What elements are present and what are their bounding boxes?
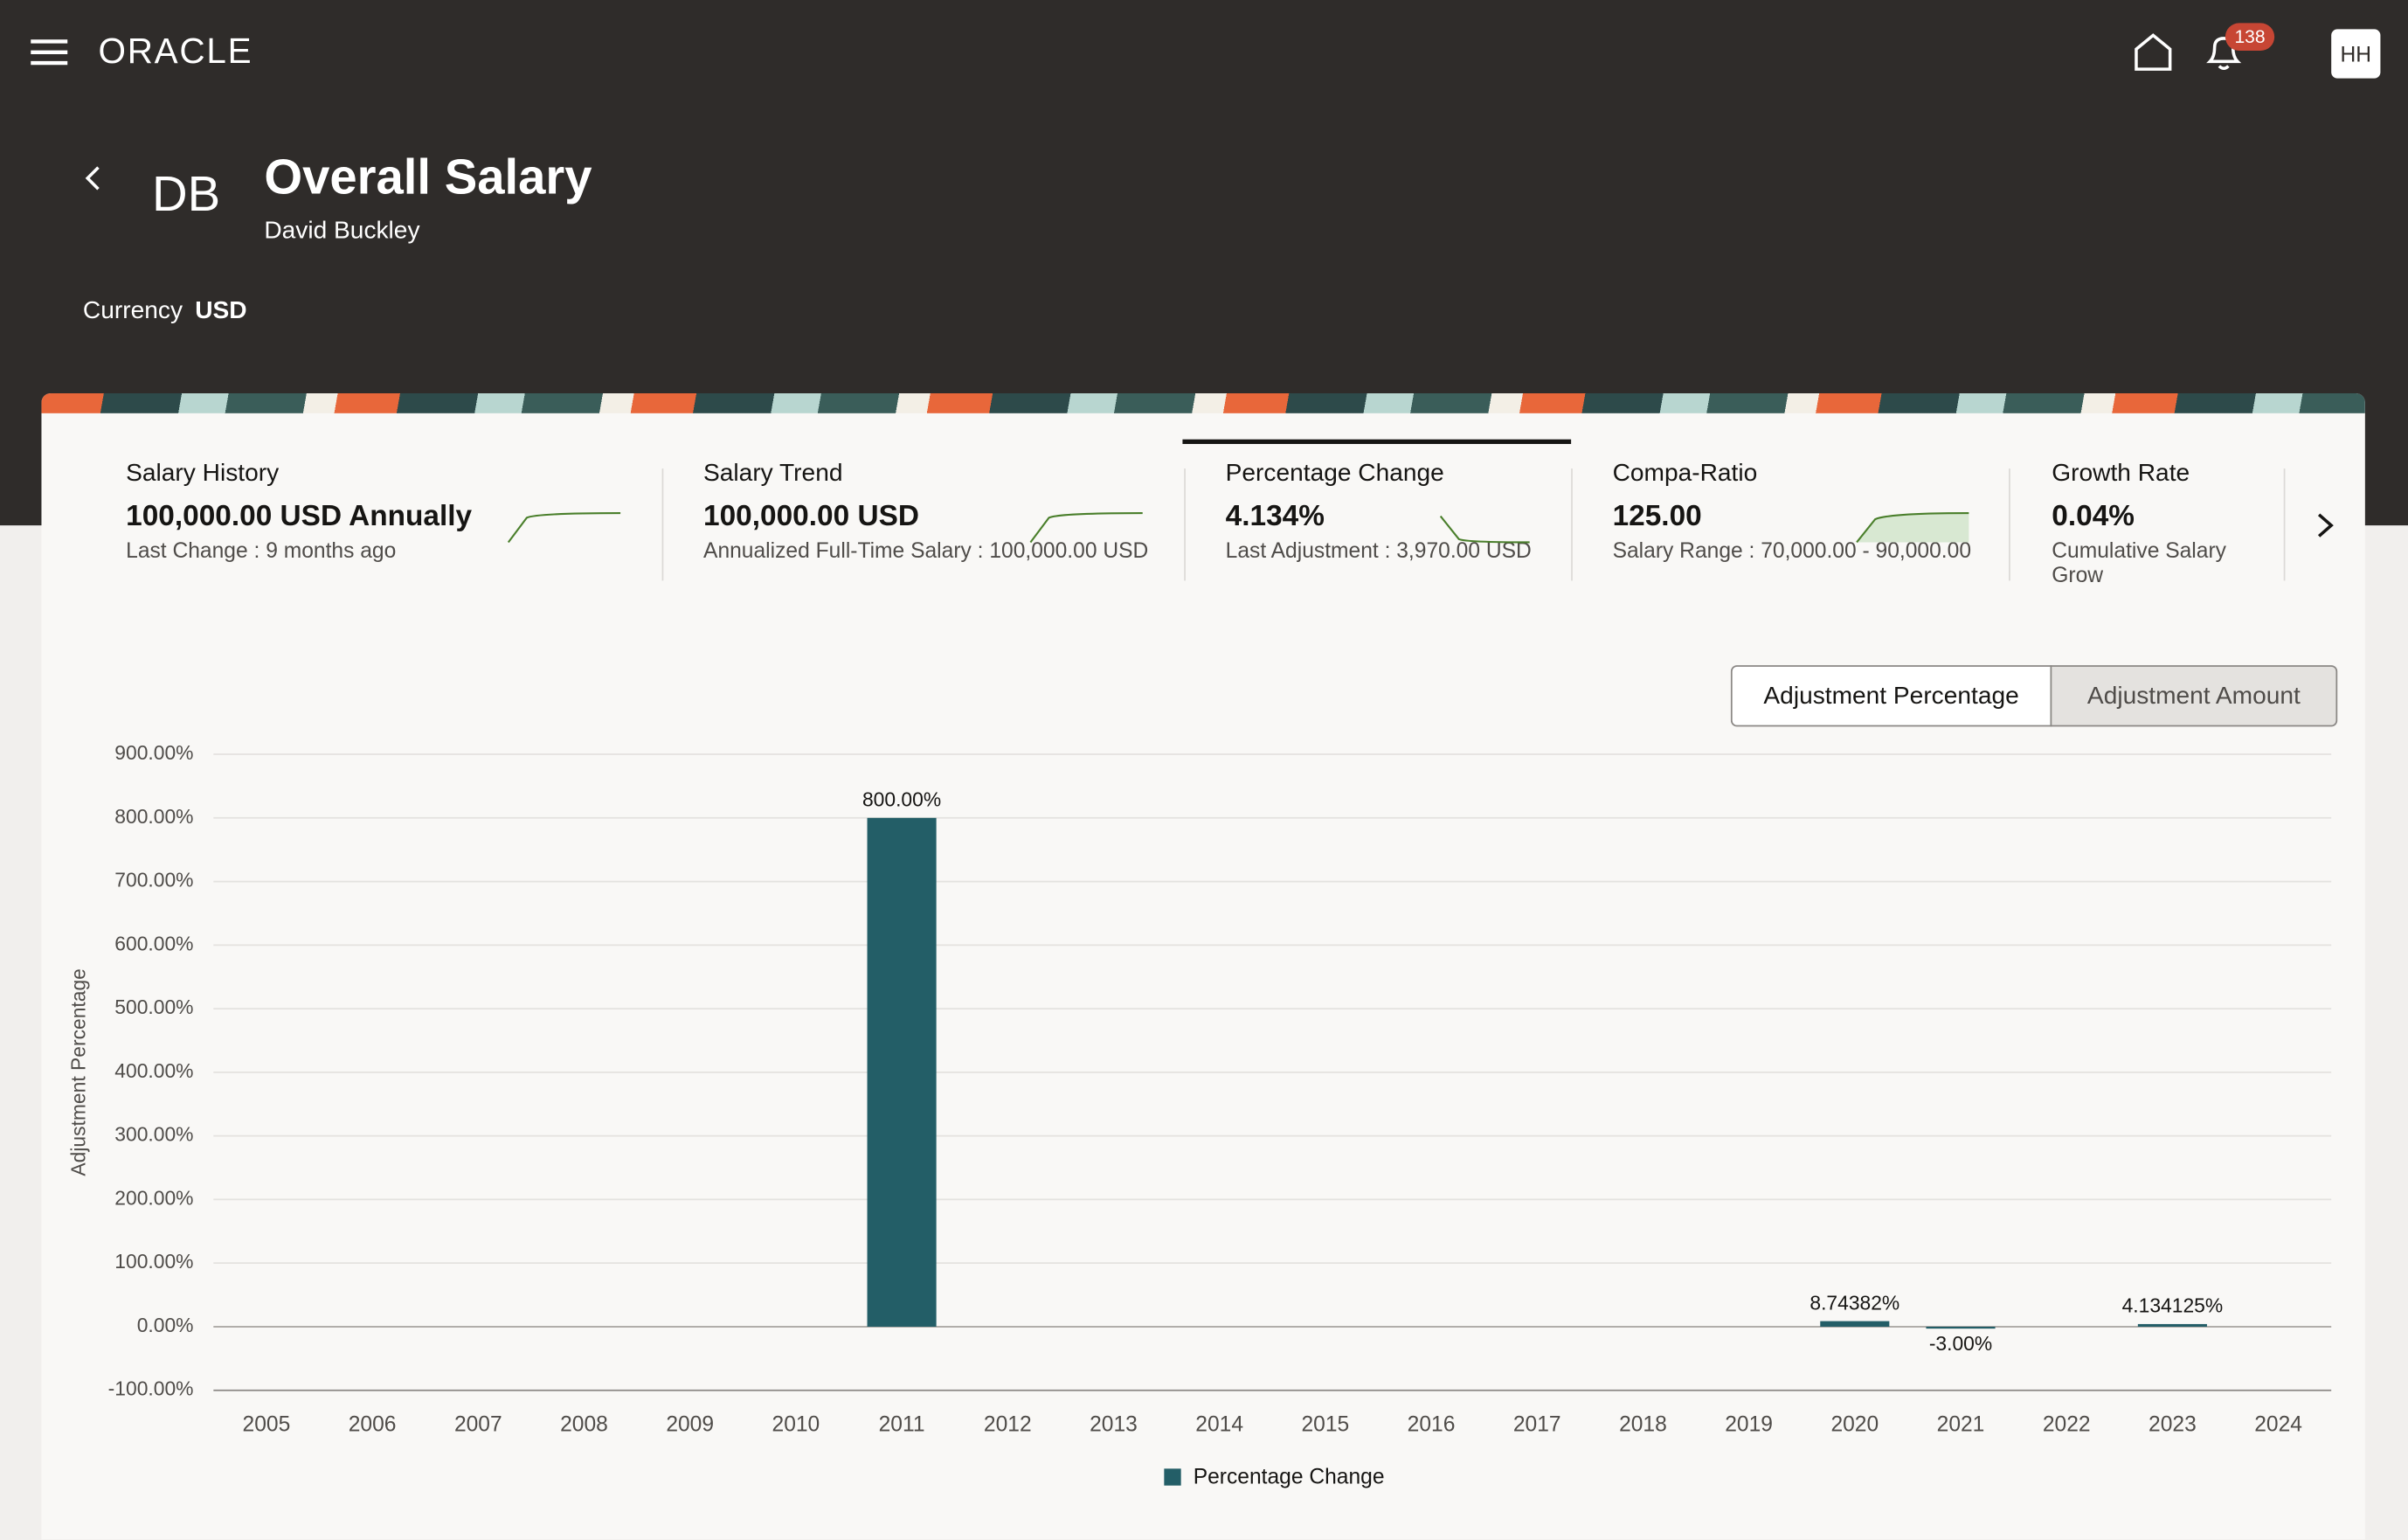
x-tick-label: 2023: [2149, 1413, 2197, 1437]
bell-icon[interactable]: [2205, 32, 2242, 73]
tab[interactable]: Compa-Ratio 125.00 Salary Range : 70,000.0…: [1613, 461, 1971, 562]
x-tick-label: 2013: [1090, 1413, 1138, 1437]
toggle-button[interactable]: Adjustment Percentage: [1730, 665, 2052, 727]
tab-title: Growth Rate: [2052, 461, 2190, 488]
separator: [661, 468, 664, 581]
x-tick-label: 2024: [2254, 1413, 2302, 1437]
value-label: 4.134125%: [2122, 1294, 2224, 1317]
value-label: -3.00%: [1929, 1332, 1992, 1355]
x-tick-label: 2016: [1408, 1413, 1456, 1437]
value-label: 800.00%: [862, 787, 941, 810]
x-tick-label: 2014: [1195, 1413, 1243, 1437]
x-tick-label: 2006: [349, 1413, 397, 1437]
x-tick-label: 2020: [1830, 1413, 1879, 1437]
tab-subtitle: Last Change : 9 months ago: [126, 538, 397, 563]
currency-value: USD: [195, 297, 247, 324]
y-tick-label: 800.00%: [114, 805, 193, 828]
initials: DB: [152, 165, 221, 222]
back-icon[interactable]: [83, 164, 105, 192]
page-title: Overall Salary: [264, 149, 592, 205]
tab-subtitle: Cumulative Salary Grow: [2052, 538, 2226, 587]
y-tick-label: 300.00%: [114, 1123, 193, 1146]
banner: [41, 392, 2365, 413]
separator: [1571, 468, 1573, 581]
selected-indicator: [1182, 439, 1572, 444]
tab-title: Percentage Change: [1225, 461, 1444, 488]
tab-value: 125.00: [1612, 501, 1702, 533]
x-tick-label: 2009: [666, 1413, 714, 1437]
x-tick-label: 2017: [1513, 1413, 1561, 1437]
home-icon[interactable]: [2133, 32, 2173, 73]
y-tick-label: 700.00%: [114, 869, 193, 891]
bar: [867, 817, 937, 1327]
tab[interactable]: Salary History 100,000.00 USD Annually Las…: [126, 461, 472, 562]
legend-swatch: [1164, 1468, 1181, 1486]
tab-value: 4.134%: [1225, 501, 1325, 533]
bar: [1820, 1321, 1890, 1327]
x-tick-label: 2007: [454, 1413, 502, 1437]
x-tick-label: 2022: [2043, 1413, 2091, 1437]
tab[interactable]: Growth Rate 0.04% Cumulative Salary Grow: [2052, 461, 2282, 586]
tab-title: Salary Trend: [703, 461, 843, 488]
next-arrow[interactable]: [2317, 513, 2334, 538]
logo[interactable]: ORACLE: [98, 31, 253, 71]
value-label: 8.74382%: [1809, 1291, 1899, 1314]
sparklines: [507, 512, 2334, 544]
y-tick-label: 500.00%: [114, 995, 193, 1018]
tab-title: Salary History: [126, 461, 280, 488]
card: [41, 392, 2365, 1540]
tab-value: 100,000.00 USD Annually: [126, 501, 473, 533]
toggle-button[interactable]: Adjustment Amount: [2050, 665, 2338, 727]
y-tick-label: 600.00%: [114, 932, 193, 954]
separator: [2283, 468, 2286, 581]
tab-subtitle: Annualized Full-Time Salary : 100,000.00…: [703, 538, 1149, 563]
y-tick-label: 400.00%: [114, 1059, 193, 1082]
x-tick-label: 2021: [1937, 1413, 1985, 1437]
x-tick-label: 2010: [772, 1413, 820, 1437]
tab-title: Compa-Ratio: [1612, 461, 1758, 488]
tab[interactable]: Salary Trend 100,000.00 USD Annualized Ful…: [703, 461, 1148, 562]
y-tick-label: 200.00%: [114, 1186, 193, 1209]
x-tick-label: 2015: [1301, 1413, 1349, 1437]
bar: [2137, 1323, 2207, 1327]
currency-label: Currency: [82, 297, 183, 324]
y-tick-label: 900.00%: [114, 741, 193, 764]
y-axis-title: Adjustment Percentage: [66, 968, 89, 1176]
separator: [2009, 468, 2010, 581]
x-tick-label: 2012: [984, 1413, 1032, 1437]
x-tick-label: 2019: [1725, 1413, 1773, 1437]
y-tick-label: -100.00%: [108, 1377, 194, 1400]
separator: [1184, 468, 1186, 581]
y-tick-label: 100.00%: [114, 1250, 193, 1273]
x-tick-label: 2011: [879, 1413, 925, 1437]
legend-label: Percentage Change: [1194, 1465, 1385, 1488]
notification-badge: 138: [2225, 23, 2275, 52]
avatar[interactable]: HH: [2331, 29, 2381, 79]
menu-icon[interactable]: [31, 37, 68, 67]
x-tick-label: 2008: [560, 1413, 608, 1437]
person-name: David Buckley: [264, 218, 420, 245]
tab-value: 0.04%: [2052, 501, 2135, 533]
y-tick-label: 0.00%: [137, 1314, 194, 1336]
x-tick-label: 2018: [1619, 1413, 1667, 1437]
x-tick-label: 2005: [243, 1413, 291, 1437]
bar: [1926, 1326, 1996, 1329]
tab-value: 100,000.00 USD: [703, 501, 919, 533]
